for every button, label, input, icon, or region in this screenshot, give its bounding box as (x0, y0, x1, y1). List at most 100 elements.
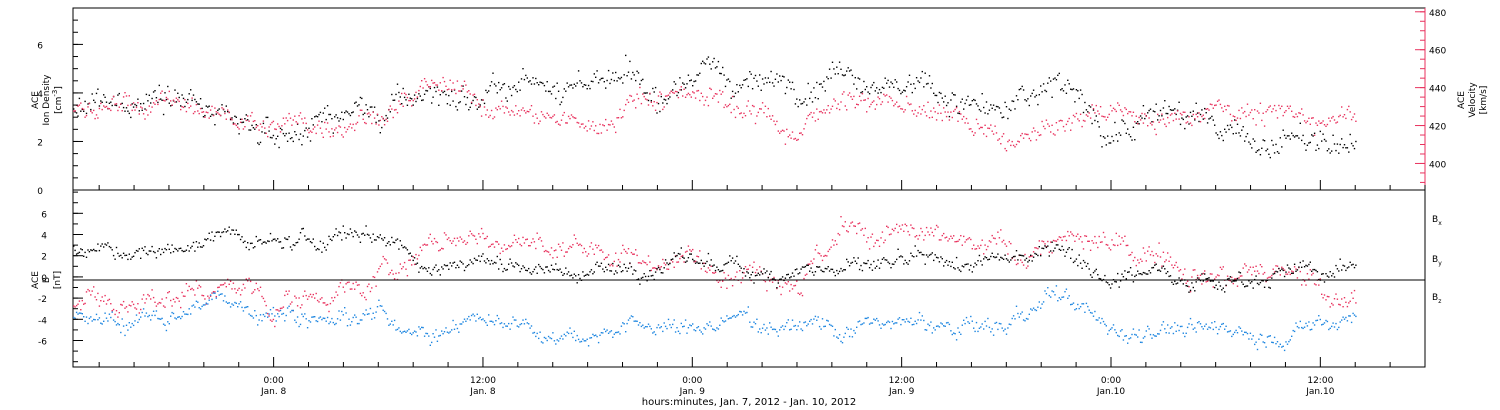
bz-point (326, 303, 329, 306)
bz-point (764, 280, 767, 283)
bz-point (1258, 272, 1260, 275)
bz-point (462, 241, 464, 243)
density-point (871, 84, 874, 86)
bz-point (442, 248, 444, 250)
density-point (746, 78, 748, 80)
bx-point (499, 258, 501, 261)
by-point (945, 322, 948, 324)
density-point (904, 90, 906, 92)
by-point (620, 325, 623, 327)
bx-point (673, 252, 675, 254)
bz-point (719, 280, 721, 282)
velocity-point (274, 128, 276, 130)
by-point (1319, 318, 1321, 321)
bz-point (880, 237, 882, 239)
velocity-point (513, 114, 516, 116)
velocity-point (255, 126, 257, 129)
density-point (809, 97, 811, 100)
bx-point (302, 227, 304, 230)
by-point (794, 324, 797, 327)
by-point (1349, 315, 1351, 317)
density-point (1206, 122, 1209, 124)
bz-point (423, 243, 426, 245)
bx-point (356, 234, 359, 236)
velocity-point (549, 116, 551, 119)
by-point (231, 303, 233, 305)
velocity-point (674, 90, 677, 93)
by-point (262, 313, 265, 316)
bx-point (121, 257, 123, 259)
bz-point (804, 274, 807, 276)
bz-point (697, 256, 700, 258)
bx-point (908, 260, 911, 262)
by-point (662, 330, 664, 333)
by-point (1241, 330, 1243, 332)
bx-point (1185, 285, 1187, 287)
density-point (1031, 92, 1033, 95)
density-point (547, 90, 550, 93)
by-point (1325, 319, 1327, 322)
density-point (346, 111, 349, 113)
velocity-point (1214, 104, 1216, 107)
bx-point (1000, 256, 1002, 259)
velocity-point (1092, 108, 1095, 110)
by-point (1181, 325, 1183, 328)
bz-point (744, 266, 747, 268)
by-point (1077, 303, 1079, 306)
velocity-point (308, 131, 310, 134)
density-point (1007, 117, 1009, 120)
by-point (1139, 341, 1142, 343)
velocity-point (265, 132, 267, 134)
bz-point (840, 216, 842, 218)
bx-point (590, 269, 593, 271)
velocity-point (346, 128, 349, 131)
velocity-point (597, 132, 600, 135)
bx-point (1007, 259, 1009, 261)
velocity-point (550, 117, 553, 119)
by-point (724, 320, 727, 322)
velocity-point (1355, 120, 1357, 122)
by-point (696, 327, 698, 329)
bz-point (198, 284, 200, 287)
density-point (285, 132, 287, 135)
bz-point (717, 281, 720, 283)
by-point (396, 328, 399, 331)
by-point (1087, 305, 1089, 308)
bx-point (277, 238, 279, 240)
by-point (141, 311, 143, 314)
density-point (759, 74, 761, 76)
velocity-point (345, 131, 347, 133)
density-point (130, 116, 132, 119)
bx-point (335, 228, 337, 230)
bz-point (940, 239, 942, 241)
bz-point (302, 295, 304, 297)
by-point (373, 317, 376, 319)
bx-point (1058, 248, 1060, 251)
velocity-point (609, 124, 611, 126)
bx-point (539, 265, 541, 268)
by-point (1017, 312, 1019, 315)
velocity-point (211, 105, 213, 108)
bx-point (893, 263, 895, 265)
velocity-point (814, 120, 817, 122)
by-point (576, 334, 578, 337)
by-point (813, 318, 815, 320)
by-point (1214, 321, 1216, 323)
by-point (401, 332, 403, 334)
bz-point (165, 297, 168, 299)
density-point (389, 111, 391, 113)
bz-point (428, 237, 430, 239)
velocity-point (848, 92, 851, 94)
by-point (188, 308, 190, 310)
density-point (736, 84, 738, 86)
by-point (299, 323, 302, 326)
velocity-point (793, 138, 795, 140)
bx-point (640, 277, 643, 279)
density-point (1192, 110, 1194, 112)
density-point (801, 102, 804, 105)
by-point (666, 327, 668, 330)
bz-point (1285, 273, 1287, 275)
tick-label: 2 (41, 253, 47, 263)
velocity-point (595, 125, 597, 127)
density-point (336, 117, 339, 119)
